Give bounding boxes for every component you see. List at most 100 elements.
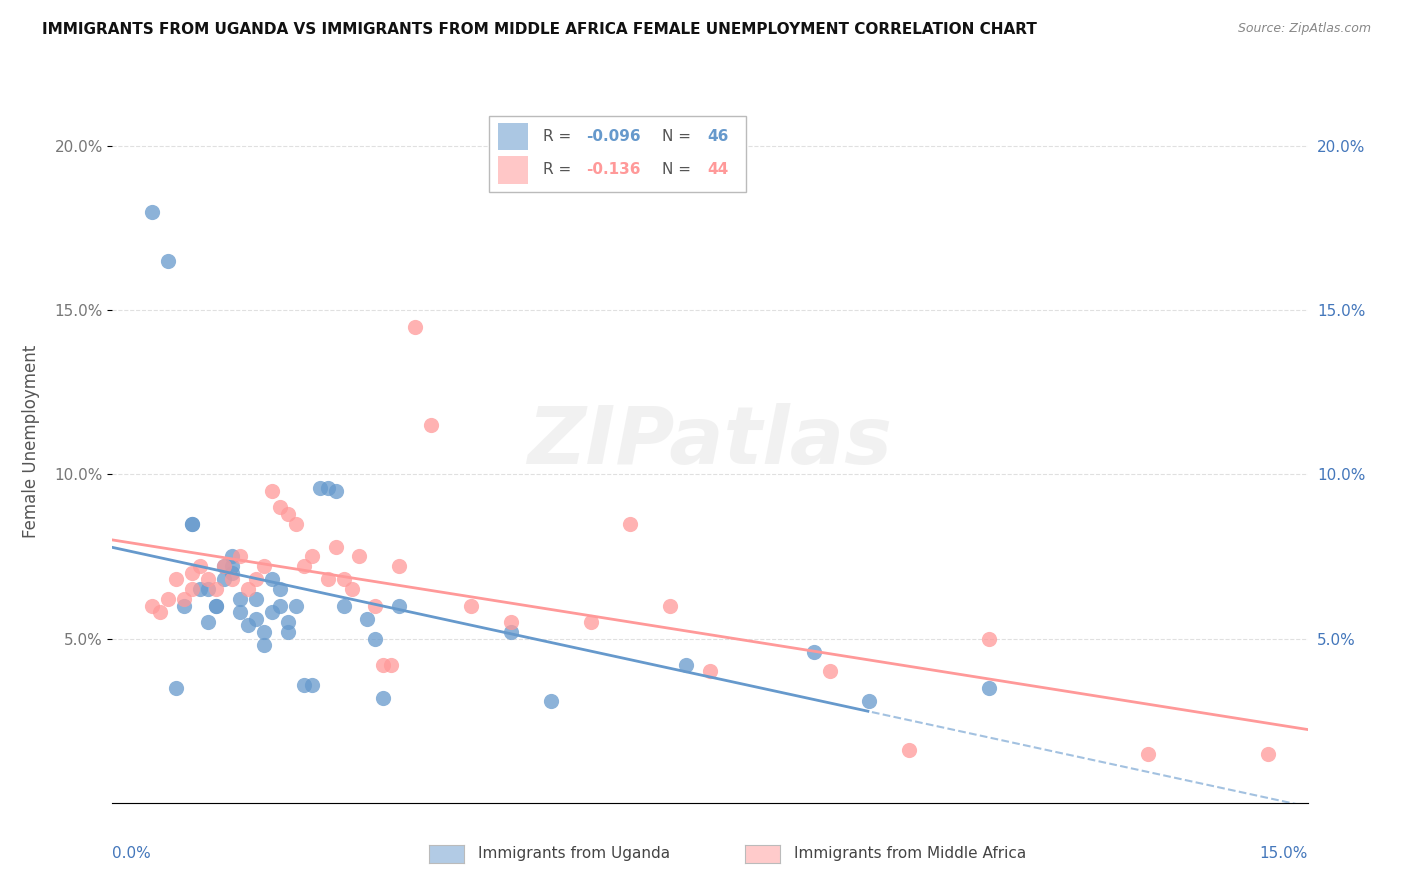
Text: 15.0%: 15.0% (1260, 847, 1308, 861)
Text: N =: N = (662, 129, 696, 145)
Point (229, 605, 252, 619)
Text: IMMIGRANTS FROM UGANDA VS IMMIGRANTS FROM MIDDLE AFRICA FEMALE UNEMPLOYMENT CORR: IMMIGRANTS FROM UGANDA VS IMMIGRANTS FRO… (42, 22, 1038, 37)
Point (675, 657, 697, 672)
Point (141, 599, 163, 613)
Point (292, 559, 315, 574)
Point (858, 694, 880, 708)
Point (221, 573, 243, 587)
Point (308, 481, 330, 495)
Point (579, 615, 602, 630)
Point (380, 657, 402, 672)
Point (269, 582, 291, 597)
Point (269, 500, 291, 515)
Text: R =: R = (543, 162, 576, 178)
Point (173, 592, 195, 607)
Text: 0.0%: 0.0% (112, 847, 152, 861)
Point (659, 599, 682, 613)
Point (221, 566, 243, 580)
Point (253, 625, 276, 640)
Text: Immigrants from Middle Africa: Immigrants from Middle Africa (794, 847, 1026, 861)
Point (325, 540, 347, 554)
Point (221, 549, 243, 564)
Point (540, 694, 562, 708)
Point (245, 592, 267, 607)
Point (460, 599, 482, 613)
Point (356, 612, 378, 626)
Point (332, 599, 354, 613)
Point (269, 599, 291, 613)
Point (898, 743, 921, 757)
Point (1137, 747, 1160, 761)
Point (181, 582, 204, 597)
Point (197, 573, 219, 587)
Point (373, 657, 395, 672)
Point (260, 605, 283, 619)
Point (212, 559, 235, 574)
Point (212, 559, 235, 574)
Point (149, 605, 172, 619)
Point (236, 582, 259, 597)
Point (340, 582, 363, 597)
Point (197, 582, 219, 597)
Point (420, 418, 443, 433)
Point (181, 516, 204, 531)
Point (292, 677, 315, 691)
Text: N =: N = (662, 162, 696, 178)
Point (253, 559, 276, 574)
Point (157, 253, 180, 268)
Point (229, 592, 252, 607)
Point (373, 690, 395, 705)
Point (236, 618, 259, 632)
Point (181, 516, 204, 531)
Point (619, 516, 641, 531)
Point (245, 573, 267, 587)
Point (332, 573, 354, 587)
Point (284, 599, 307, 613)
Point (364, 599, 387, 613)
Point (181, 566, 204, 580)
Point (165, 573, 187, 587)
Point (260, 573, 283, 587)
Point (316, 573, 339, 587)
Point (1257, 747, 1279, 761)
Point (188, 582, 211, 597)
Point (277, 507, 299, 521)
Point (260, 483, 283, 498)
Point (157, 592, 180, 607)
FancyBboxPatch shape (499, 123, 529, 151)
Point (188, 559, 211, 574)
Point (349, 549, 371, 564)
Point (404, 319, 426, 334)
Point (277, 625, 299, 640)
Point (977, 632, 1000, 646)
Point (245, 612, 267, 626)
FancyBboxPatch shape (489, 117, 747, 193)
Text: -0.096: -0.096 (586, 129, 640, 145)
Point (253, 638, 276, 652)
Point (141, 204, 163, 219)
Text: Immigrants from Uganda: Immigrants from Uganda (478, 847, 671, 861)
Text: 44: 44 (707, 162, 728, 178)
Point (277, 615, 299, 630)
Point (165, 681, 187, 695)
Point (205, 582, 228, 597)
Text: ZIPatlas: ZIPatlas (527, 402, 893, 481)
Point (205, 599, 228, 613)
Text: -0.136: -0.136 (586, 162, 640, 178)
FancyBboxPatch shape (499, 156, 529, 184)
Point (364, 632, 387, 646)
Point (977, 681, 1000, 695)
Point (316, 481, 339, 495)
Text: Source: ZipAtlas.com: Source: ZipAtlas.com (1237, 22, 1371, 36)
Point (388, 559, 411, 574)
Point (803, 645, 825, 659)
Point (499, 625, 522, 640)
Text: 46: 46 (707, 129, 730, 145)
Point (197, 615, 219, 630)
Point (221, 559, 243, 574)
Point (212, 573, 235, 587)
Point (325, 483, 347, 498)
Point (284, 516, 307, 531)
Point (301, 549, 323, 564)
Point (229, 549, 252, 564)
